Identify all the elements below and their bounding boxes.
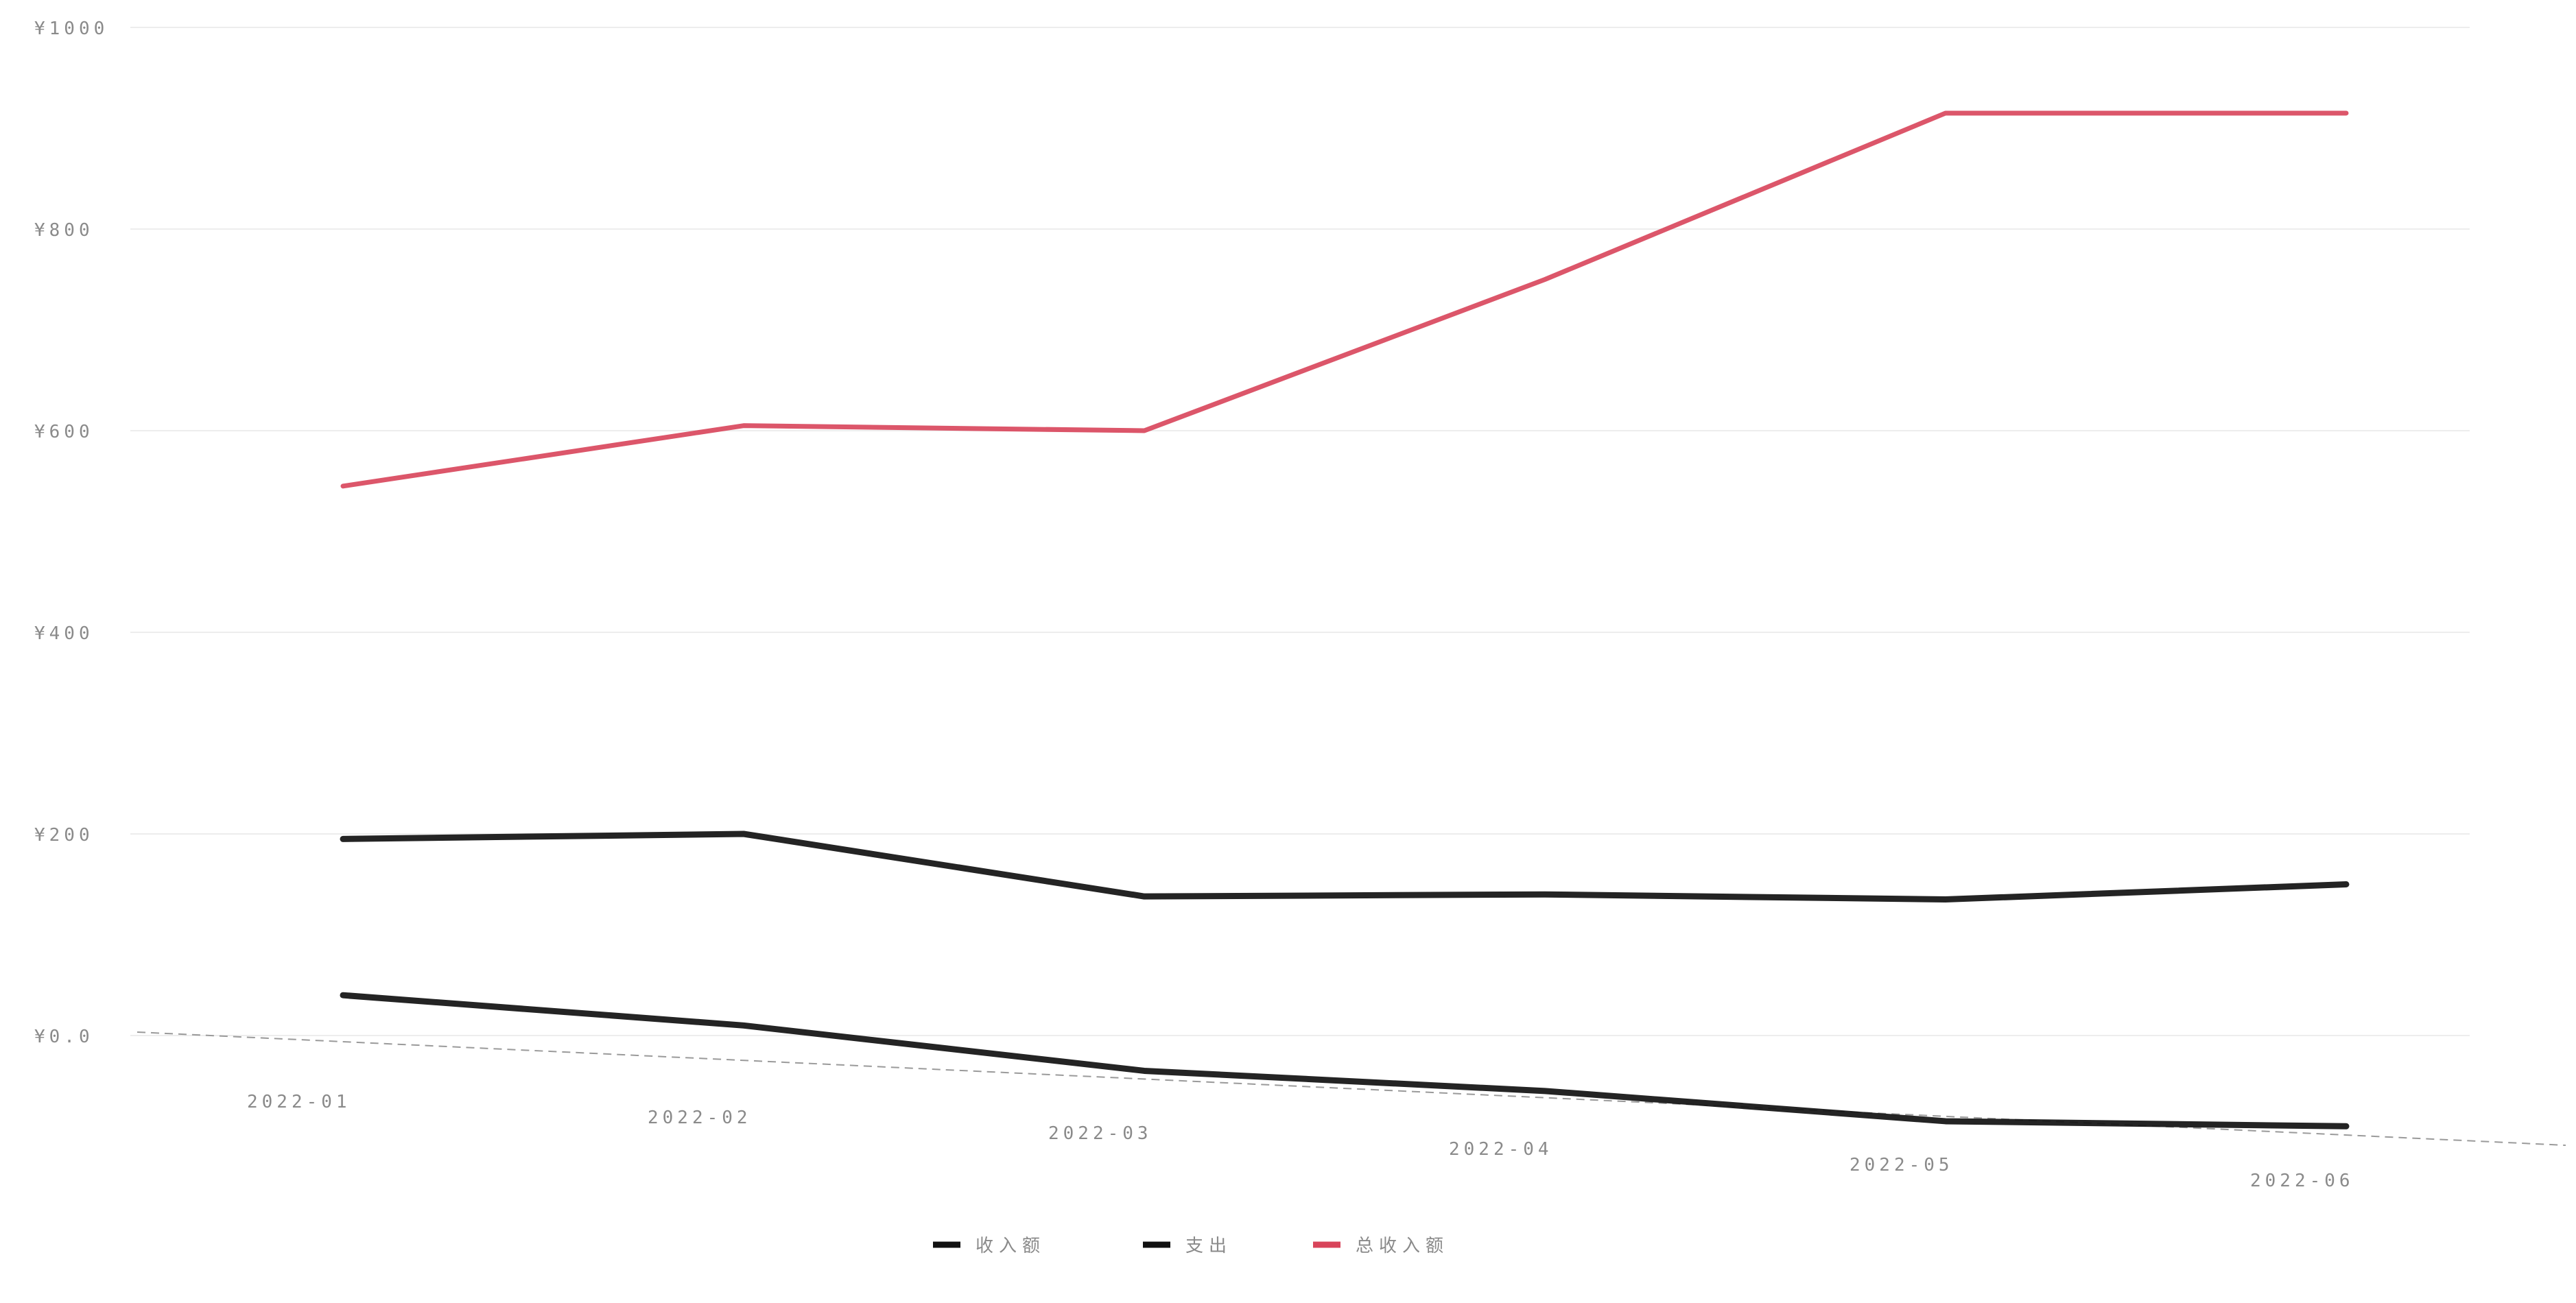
y-tick-label: ¥0.0 [34,1027,94,1047]
series-layer [340,110,2350,1129]
legend-label: 总收入额 [1356,1236,1449,1256]
y-axis-ticks: ¥0.0 ¥200 ¥400 ¥600 ¥800 ¥1000 [34,19,108,1047]
x-axis-line [137,1031,2566,1146]
x-tick-label: 2022-04 [1449,1139,1553,1160]
y-tick-label: ¥400 [34,623,94,644]
x-axis-ticks: 2022-01 2022-02 2022-03 2022-04 2022-05 2022-… [247,1092,2354,1191]
y-tick-label: ¥600 [34,422,94,442]
x-tick-label: 2022-01 [247,1092,351,1112]
x-tick-label: 2022-06 [2250,1171,2354,1191]
legend-label: 支出 [1185,1236,1232,1256]
legend-label: 收入额 [976,1236,1045,1256]
series-line-0 [340,830,2350,903]
legend: 收入额 支出 总收入额 [933,1236,1449,1256]
series-line-1 [340,992,2350,1129]
x-tick-label: 2022-02 [648,1108,752,1128]
y-tick-label: ¥800 [34,220,94,241]
y-tick-label: ¥200 [34,825,94,846]
x-tick-label: 2022-03 [1048,1123,1153,1144]
grid-layer [130,27,2470,1036]
y-tick-label: ¥1000 [34,19,108,39]
series-line-2 [340,110,2349,489]
x-tick-label: 2022-05 [1850,1155,1954,1175]
